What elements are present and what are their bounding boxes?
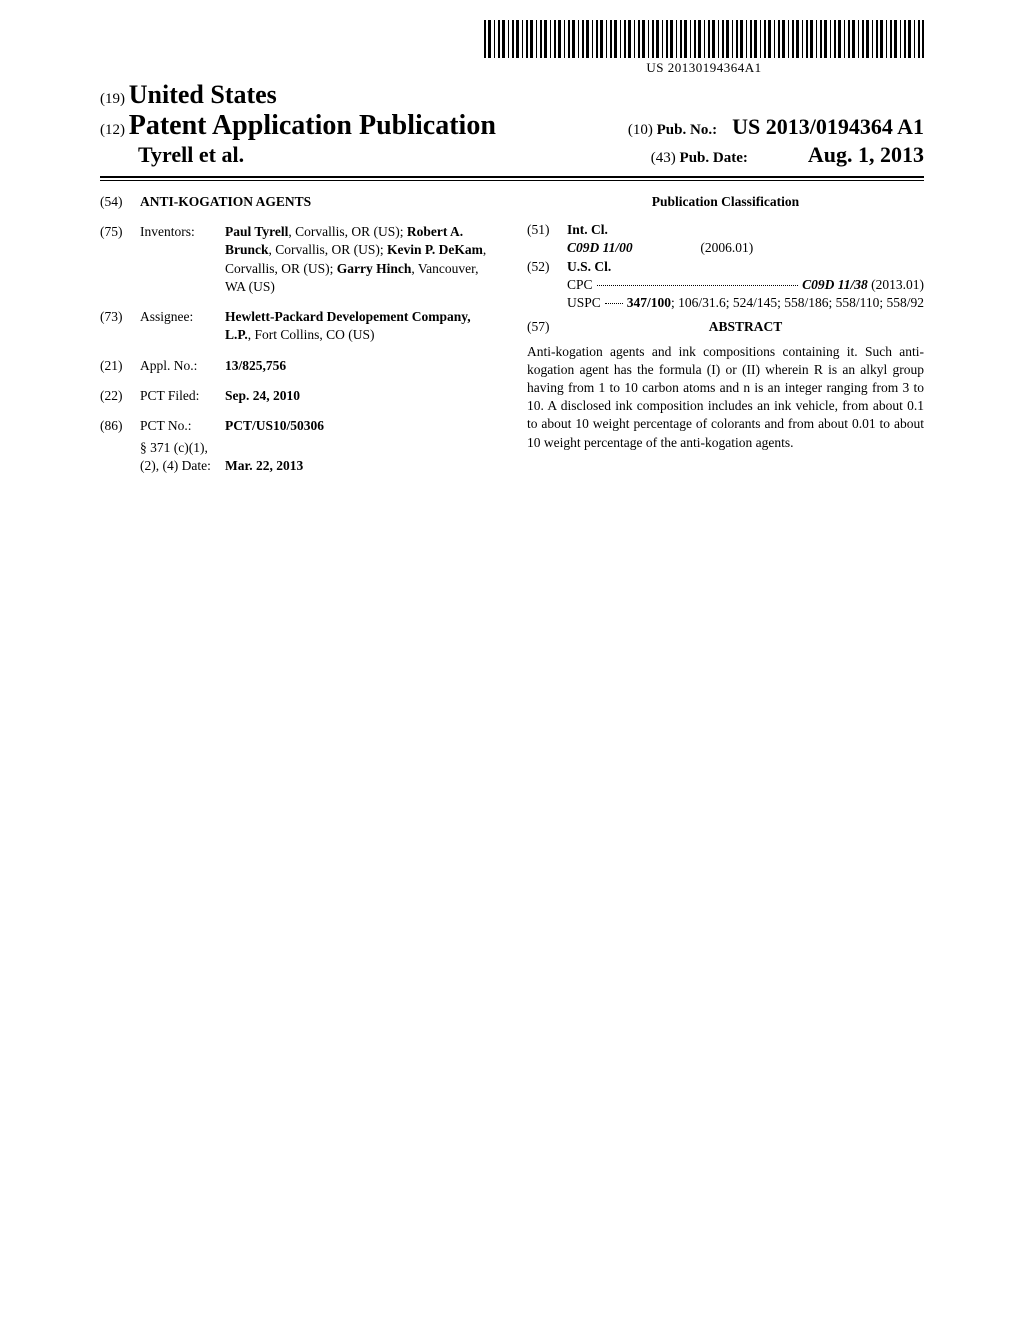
title-value: ANTI-KOGATION AGENTS	[140, 193, 497, 211]
pub-date-cell: (43) Pub. Date: Aug. 1, 2013	[651, 142, 924, 168]
pub-class-title: Publication Classification	[527, 193, 924, 211]
authors: Tyrell et al.	[100, 142, 244, 167]
title-code: (54)	[100, 193, 140, 211]
inventors-value: Paul Tyrell, Corvallis, OR (US); Robert …	[225, 223, 497, 296]
pub-no-cell: (10) Pub. No.: US 2013/0194364 A1	[628, 114, 924, 140]
intcl-row: (51) Int. Cl. C09D 11/00 (2006.01)	[527, 221, 924, 257]
intcl-label: Int. Cl.	[567, 221, 924, 239]
abstract-body: Anti-kogation agents and ink composition…	[527, 343, 924, 452]
pub-no-label: Pub. No.:	[657, 122, 717, 138]
s371-value: Mar. 22, 2013	[225, 457, 497, 475]
pub-no-code: (10)	[628, 122, 653, 138]
uspc-rest: ; 106/31.6; 524/145; 558/186; 558/110; 5…	[671, 295, 924, 310]
uscl-content: U.S. Cl. CPC C09D 11/38 (2013.01) USPC 3…	[567, 258, 924, 313]
s371-label: § 371 (c)(1), (2), (4) Date:	[140, 439, 225, 475]
header-authors-row: Tyrell et al. (43) Pub. Date: Aug. 1, 20…	[100, 142, 924, 168]
assignee-row: (73) Assignee: Hewlett-Packard Developem…	[100, 308, 497, 344]
pub-date-code: (43)	[651, 150, 676, 166]
country-name: United States	[129, 80, 277, 109]
country-code: (19)	[100, 91, 125, 107]
pub-date-label: Pub. Date:	[680, 150, 748, 166]
pub-type-code: (12)	[100, 122, 125, 138]
pub-type-cell: (12) Patent Application Publication	[100, 110, 496, 142]
right-column: Publication Classification (51) Int. Cl.…	[527, 193, 924, 488]
uscl-code: (52)	[527, 258, 567, 313]
pub-type: Patent Application Publication	[129, 110, 496, 141]
pctfiled-value: Sep. 24, 2010	[225, 387, 497, 405]
intcl-line: C09D 11/00 (2006.01)	[567, 239, 924, 257]
abstract-title: ABSTRACT	[567, 318, 924, 336]
s371-spacer	[100, 439, 140, 475]
rule-thick	[100, 176, 924, 178]
pctno-code: (86)	[100, 417, 140, 435]
uspc-main: 347/100	[627, 295, 671, 310]
uspc-label: USPC	[567, 294, 601, 312]
inventor-name-2: Kevin P. DeKam	[387, 242, 483, 257]
abstract-header-row: (57) ABSTRACT	[527, 318, 924, 340]
header-pub-row: (12) Patent Application Publication (10)…	[100, 110, 924, 142]
inventors-row: (75) Inventors: Paul Tyrell, Corvallis, …	[100, 223, 497, 296]
pctno-row: (86) PCT No.: PCT/US10/50306	[100, 417, 497, 435]
pub-no-value: US 2013/0194364 A1	[732, 114, 924, 139]
header: (19) United States (12) Patent Applicati…	[100, 80, 924, 181]
intcl-code: (51)	[527, 221, 567, 257]
pctno-value: PCT/US10/50306	[225, 417, 497, 435]
inventor-loc-0: , Corvallis, OR (US);	[288, 224, 407, 239]
inventor-name-3: Garry Hinch	[337, 261, 412, 276]
barcode-graphic	[484, 20, 924, 58]
abstract-code: (57)	[527, 318, 567, 340]
inventor-loc-1: , Corvallis, OR (US);	[269, 242, 388, 257]
uspc-row: USPC 347/100; 106/31.6; 524/145; 558/186…	[567, 294, 924, 312]
inventors-label: Inventors:	[140, 223, 225, 296]
assignee-loc: , Fort Collins, CO (US)	[248, 327, 375, 342]
cpc-row: CPC C09D 11/38 (2013.01)	[567, 276, 924, 294]
applno-code: (21)	[100, 357, 140, 375]
pctno-label: PCT No.:	[140, 417, 225, 435]
barcode-text: US 20130194364A1	[484, 60, 924, 76]
uspc-value: 347/100; 106/31.6; 524/145; 558/186; 558…	[627, 294, 924, 312]
cpc-date: (2013.01)	[868, 277, 924, 292]
uscl-label: U.S. Cl.	[567, 258, 924, 276]
inventor-name-0: Paul Tyrell	[225, 224, 288, 239]
columns: (54) ANTI-KOGATION AGENTS (75) Inventors…	[100, 193, 924, 488]
pctfiled-label: PCT Filed:	[140, 387, 225, 405]
applno-row: (21) Appl. No.: 13/825,756	[100, 357, 497, 375]
barcode-region: US 20130194364A1	[484, 20, 924, 76]
pctfiled-code: (22)	[100, 387, 140, 405]
applno-label: Appl. No.:	[140, 357, 225, 375]
dotted-fill-icon	[597, 276, 799, 286]
uscl-row: (52) U.S. Cl. CPC C09D 11/38 (2013.01) U…	[527, 258, 924, 313]
pctfiled-row: (22) PCT Filed: Sep. 24, 2010	[100, 387, 497, 405]
rule-thin	[100, 180, 924, 181]
left-column: (54) ANTI-KOGATION AGENTS (75) Inventors…	[100, 193, 497, 488]
assignee-label: Assignee:	[140, 308, 225, 344]
cpc-label: CPC	[567, 276, 593, 294]
title-row: (54) ANTI-KOGATION AGENTS	[100, 193, 497, 211]
cpc-value: C09D 11/38 (2013.01)	[802, 276, 924, 294]
intcl-symbol: C09D 11/00	[567, 239, 697, 257]
intcl-date: (2006.01)	[700, 240, 753, 255]
dotted-fill-icon	[605, 294, 623, 304]
s371-row: § 371 (c)(1), (2), (4) Date: Mar. 22, 20…	[100, 439, 497, 475]
cpc-sym: C09D 11/38	[802, 277, 868, 292]
intcl-content: Int. Cl. C09D 11/00 (2006.01)	[567, 221, 924, 257]
assignee-code: (73)	[100, 308, 140, 344]
assignee-value: Hewlett-Packard Developement Company, L.…	[225, 308, 497, 344]
applno-value: 13/825,756	[225, 357, 497, 375]
header-country-line: (19) United States	[100, 80, 924, 110]
inventors-code: (75)	[100, 223, 140, 296]
pub-date-value: Aug. 1, 2013	[808, 142, 924, 167]
authors-cell: Tyrell et al.	[100, 142, 244, 168]
